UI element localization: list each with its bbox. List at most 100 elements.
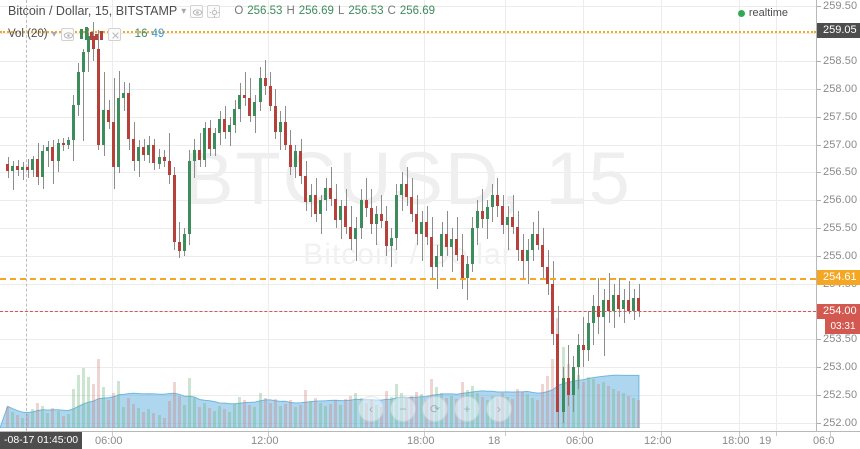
volume-bar	[284, 403, 288, 428]
orange-level-label[interactable]: 254.61	[817, 270, 860, 285]
candle-body	[173, 174, 177, 243]
candle-wick	[23, 162, 24, 181]
volume-bar	[516, 388, 520, 428]
eye-icon[interactable]	[60, 27, 74, 41]
candle-body	[425, 222, 429, 237]
grid-line-vertical	[505, 0, 506, 431]
candle-wick	[508, 205, 509, 251]
volume-bar	[592, 379, 596, 428]
candle-body	[354, 228, 358, 240]
volume-bar	[309, 401, 313, 428]
time-tick	[268, 432, 269, 436]
price-tick	[817, 395, 821, 396]
candle-body	[304, 175, 308, 203]
current-price-label[interactable]: 259.05	[817, 23, 860, 38]
chevron-down-icon[interactable]: ▾	[51, 28, 57, 40]
time-scale[interactable]: -08-17 01:45:00 06:00 12:00 18:00 18 06:00 12…	[0, 431, 860, 449]
price-tick-label: 255.00	[823, 250, 858, 262]
ohlc-close-key: C	[387, 5, 396, 17]
candle-body	[21, 166, 25, 170]
volume-bar	[334, 400, 338, 428]
volume-bar	[612, 388, 616, 428]
volume-bar	[299, 404, 303, 428]
gear-icon[interactable]	[207, 4, 221, 18]
candle-body	[284, 122, 288, 145]
scroll-right-button[interactable]: ›	[486, 396, 512, 422]
candle-body	[521, 250, 525, 262]
volume-bar	[147, 409, 151, 428]
candle-body	[198, 150, 202, 161]
reset-chart-button[interactable]: ⟳	[422, 396, 448, 422]
candle-wick	[321, 194, 322, 234]
candle-body	[410, 196, 414, 214]
candle-body	[309, 194, 313, 203]
candle-body	[526, 250, 530, 262]
time-tick-label: 18:00	[407, 435, 435, 447]
volume-ma-svg	[0, 374, 640, 429]
candle-body	[97, 48, 101, 145]
volume-bar	[627, 395, 631, 428]
ohlc-high-value: 256.69	[298, 5, 334, 17]
candle-body	[269, 85, 273, 106]
watermark-description: Bitcoin / Dollar	[303, 238, 513, 271]
eye-icon[interactable]	[190, 4, 204, 18]
time-tick	[739, 432, 740, 436]
candle-body	[46, 146, 50, 152]
volume-bar	[521, 392, 525, 428]
time-tick-label: 18:00	[722, 435, 750, 447]
time-tick	[583, 432, 584, 436]
volume-bar	[117, 380, 121, 428]
candle-body	[299, 151, 303, 176]
time-tick-label: 12:00	[644, 435, 672, 447]
candle-body	[476, 211, 480, 228]
close-icon[interactable]	[107, 27, 121, 41]
chart-navigation-buttons[interactable]: ‹ − ⟳ + ›	[358, 396, 512, 422]
last-price-label[interactable]: 254.00	[817, 304, 860, 319]
volume-bar	[511, 399, 515, 428]
volume-bar	[541, 384, 545, 428]
ohlc-open-value: 256.53	[247, 5, 283, 17]
volume-bar	[97, 358, 101, 428]
candle-body	[122, 93, 126, 98]
candle-body	[622, 300, 626, 309]
candle-body	[562, 378, 566, 412]
candle-wick	[13, 161, 14, 191]
candle-wick	[169, 133, 170, 184]
price-tick	[817, 172, 821, 173]
candle-body	[607, 300, 611, 312]
symbol-title[interactable]: Bitcoin / Dollar, 15, BITSTAMP	[8, 4, 178, 18]
candle-body	[289, 144, 293, 167]
scroll-left-button[interactable]: ‹	[358, 396, 384, 422]
zoom-in-button[interactable]: +	[454, 396, 480, 422]
symbol-legend[interactable]: Bitcoin / Dollar, 15, BITSTAMP ▾ O 256.5…	[8, 4, 435, 18]
price-scale[interactable]: 259.50 258.50 258.00 257.50 257.00 256.50 256.…	[816, 0, 860, 431]
price-tick-label: 252.00	[823, 417, 858, 429]
grid-line-horizontal	[0, 284, 816, 285]
candle-body	[405, 183, 409, 197]
volume-bar	[248, 404, 252, 428]
price-tick	[817, 200, 821, 201]
chevron-down-icon[interactable]: ▾	[181, 5, 187, 17]
volume-legend-title[interactable]: Vol (20)	[8, 28, 48, 40]
volume-bar	[137, 408, 141, 428]
grid-line-vertical	[112, 0, 113, 431]
candle-body	[16, 165, 20, 170]
orange-price-level-line	[0, 278, 816, 280]
chart-pane[interactable]: BTCUSD, 15 Bitcoin / Dollar Bitcoin / Do…	[0, 0, 816, 431]
volume-bar	[415, 392, 419, 428]
grid-line-horizontal	[0, 256, 816, 257]
candle-body	[158, 156, 162, 164]
volume-bar	[198, 407, 202, 428]
candle-body	[31, 159, 35, 171]
volume-bar	[223, 409, 227, 428]
volume-bar	[294, 407, 298, 428]
volume-bar	[259, 393, 263, 428]
candle-body	[233, 109, 237, 125]
zoom-out-button[interactable]: −	[390, 396, 416, 422]
candle-body	[127, 93, 131, 140]
volume-indicator-legend[interactable]: Vol (20) ▾ 16 49	[8, 27, 164, 41]
price-tick-label: 257.00	[823, 139, 858, 151]
candle-body	[142, 146, 146, 155]
price-tick-label: 252.50	[823, 389, 858, 401]
volume-bar	[51, 408, 55, 428]
